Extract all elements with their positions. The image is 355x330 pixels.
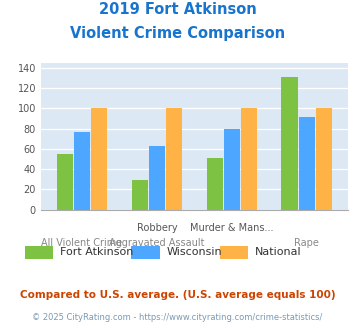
Bar	[132, 180, 148, 210]
Bar	[91, 108, 107, 210]
Text: National: National	[255, 248, 301, 257]
Bar	[74, 132, 90, 210]
Bar	[241, 108, 257, 210]
Bar	[224, 128, 240, 210]
Text: Wisconsin: Wisconsin	[166, 248, 222, 257]
Bar	[149, 146, 165, 210]
Bar	[299, 117, 315, 210]
Bar	[57, 154, 73, 210]
Bar	[316, 108, 332, 210]
Text: Aggravated Assault: Aggravated Assault	[109, 238, 205, 248]
Text: Robbery: Robbery	[137, 223, 177, 233]
Bar	[166, 108, 182, 210]
Text: © 2025 CityRating.com - https://www.cityrating.com/crime-statistics/: © 2025 CityRating.com - https://www.city…	[32, 314, 323, 322]
Text: Violent Crime Comparison: Violent Crime Comparison	[70, 26, 285, 41]
Text: Rape: Rape	[294, 238, 319, 248]
Bar	[282, 77, 297, 210]
Text: Murder & Mans...: Murder & Mans...	[190, 223, 274, 233]
Text: All Violent Crime: All Violent Crime	[42, 238, 122, 248]
Bar	[207, 158, 223, 210]
Text: Fort Atkinson: Fort Atkinson	[60, 248, 133, 257]
Text: 2019 Fort Atkinson: 2019 Fort Atkinson	[99, 2, 256, 16]
Text: Compared to U.S. average. (U.S. average equals 100): Compared to U.S. average. (U.S. average …	[20, 290, 335, 300]
